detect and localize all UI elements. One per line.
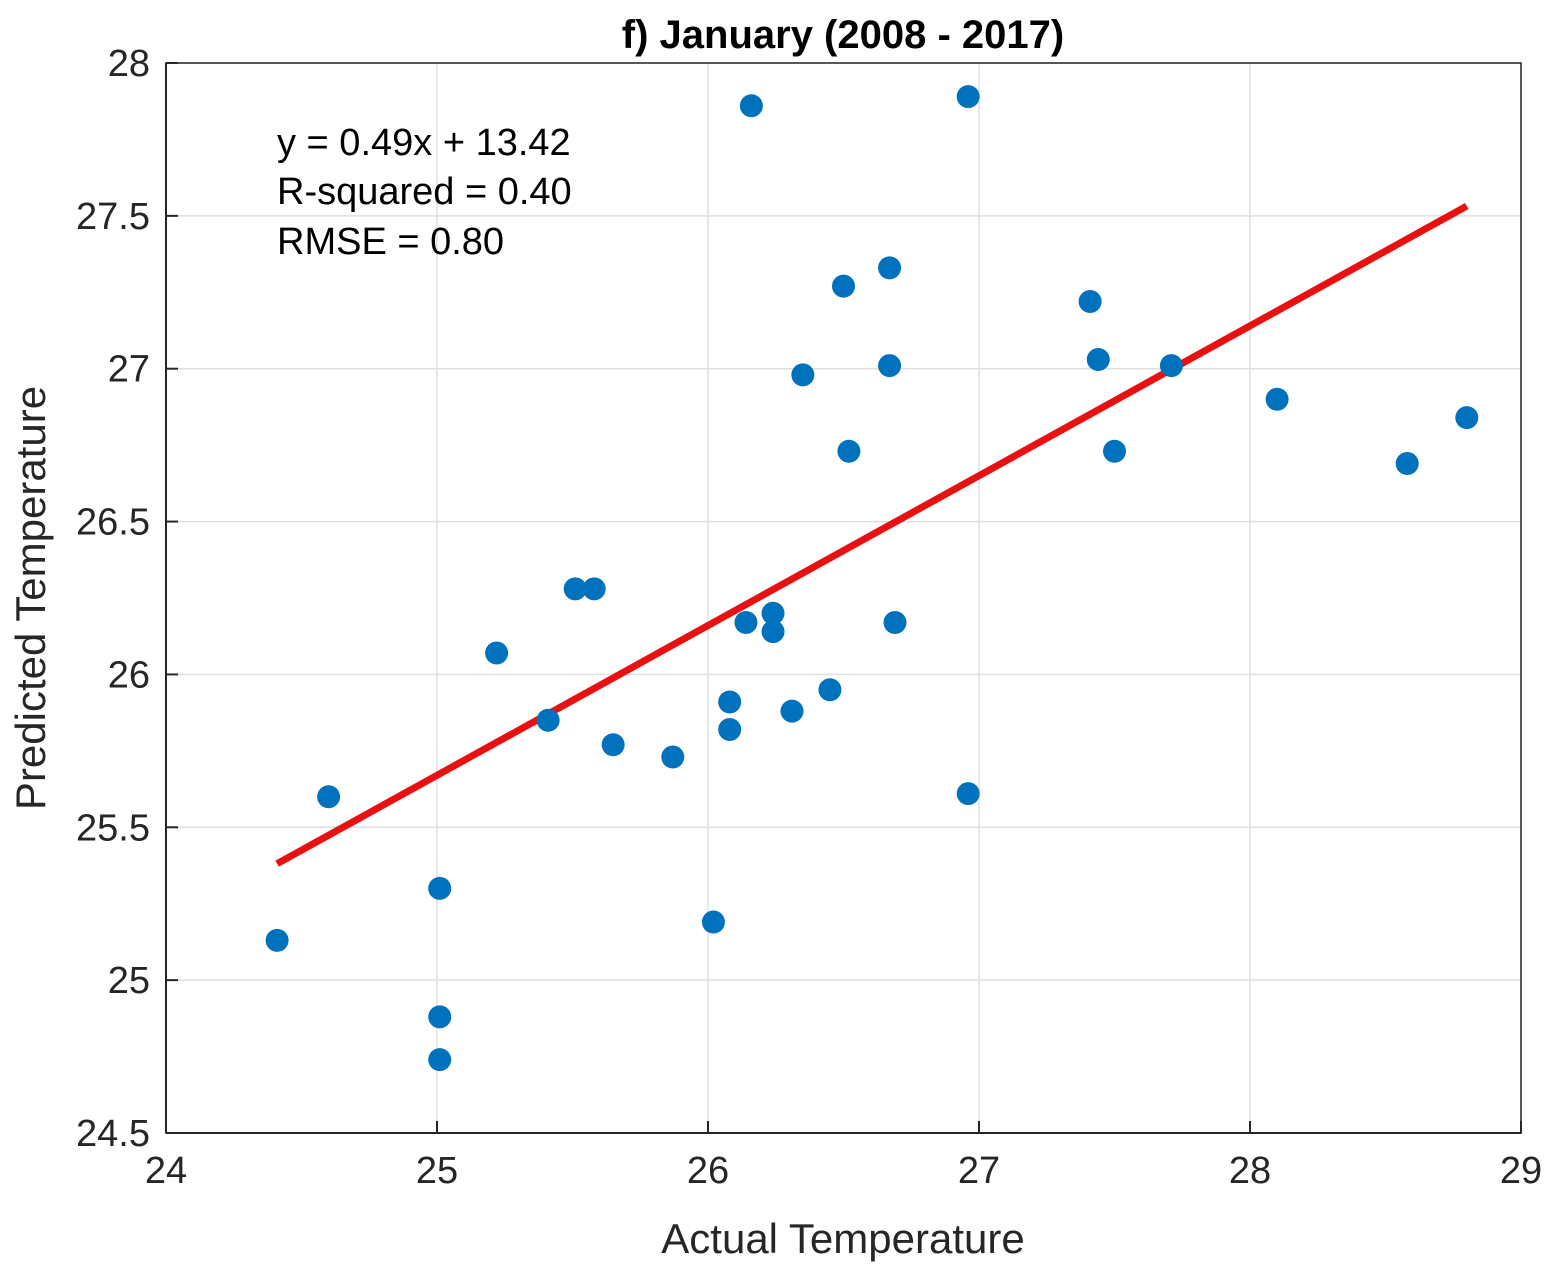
y-tick-label: 27.5 <box>76 196 150 238</box>
data-point <box>1103 439 1126 463</box>
data-point <box>1455 406 1479 430</box>
data-point <box>701 910 725 934</box>
data-point <box>1078 289 1102 313</box>
data-point <box>832 274 855 298</box>
y-axis-label: Predicted Temperature <box>7 386 54 810</box>
data-point <box>582 577 606 601</box>
data-point <box>878 256 902 280</box>
data-point <box>428 876 452 900</box>
data-point <box>780 699 804 723</box>
data-point <box>878 354 902 378</box>
data-point <box>661 745 685 769</box>
data-point <box>761 620 785 644</box>
r-squared-annotation: R-squared = 0.40 <box>277 171 572 213</box>
data-point <box>1086 348 1110 372</box>
x-tick-label: 26 <box>687 1150 729 1192</box>
equation-annotation: y = 0.49x + 13.42 <box>277 122 571 164</box>
axes <box>165 62 1522 1134</box>
data-point <box>956 85 980 109</box>
data-point <box>601 733 625 757</box>
data-point <box>317 785 341 809</box>
data-point <box>718 717 742 741</box>
data-point <box>837 439 861 463</box>
x-tick-label: 24 <box>145 1150 187 1192</box>
y-tick-label: 25.5 <box>76 807 150 849</box>
data-point <box>761 601 785 625</box>
y-tick-label: 26 <box>108 654 150 696</box>
y-tick-label: 27 <box>108 349 150 391</box>
data-point <box>883 610 907 634</box>
data-point <box>956 782 980 806</box>
data-point <box>818 678 842 702</box>
tick-labels: 24 25 26 27 28 29 24.5 25 25.5 26 26.5 27 27.5 28 <box>76 43 1542 1192</box>
data-point <box>734 610 758 634</box>
data-point <box>265 928 289 952</box>
data-point <box>718 690 742 714</box>
x-axis-label: Actual Temperature <box>661 1215 1024 1262</box>
data-point <box>1265 387 1289 411</box>
data-point <box>428 1005 452 1029</box>
y-tick-label: 26.5 <box>76 502 150 544</box>
x-tick-label: 29 <box>1500 1150 1542 1192</box>
y-tick-label: 25 <box>108 960 150 1002</box>
rmse-annotation: RMSE = 0.80 <box>277 221 504 263</box>
y-tick-label: 28 <box>108 43 150 85</box>
data-point <box>739 94 763 118</box>
regression-line <box>275 203 1469 867</box>
fit-line-layer <box>275 203 1469 867</box>
y-tick-label: 24.5 <box>76 1113 150 1155</box>
data-point <box>536 708 560 732</box>
x-tick-label: 25 <box>416 1150 458 1192</box>
data-point <box>1395 451 1419 475</box>
data-point <box>791 363 815 387</box>
data-point <box>1159 354 1183 378</box>
x-tick-label: 28 <box>1229 1150 1271 1192</box>
data-point <box>563 577 587 601</box>
fit-annotations: y = 0.49x + 13.42 R-squared = 0.40 RMSE … <box>277 122 572 263</box>
x-tick-label: 27 <box>958 1150 1000 1192</box>
chart-title: f) January (2008 - 2017) <box>622 13 1064 57</box>
data-point <box>428 1048 452 1072</box>
data-points <box>265 85 1479 1072</box>
data-point <box>485 641 509 665</box>
